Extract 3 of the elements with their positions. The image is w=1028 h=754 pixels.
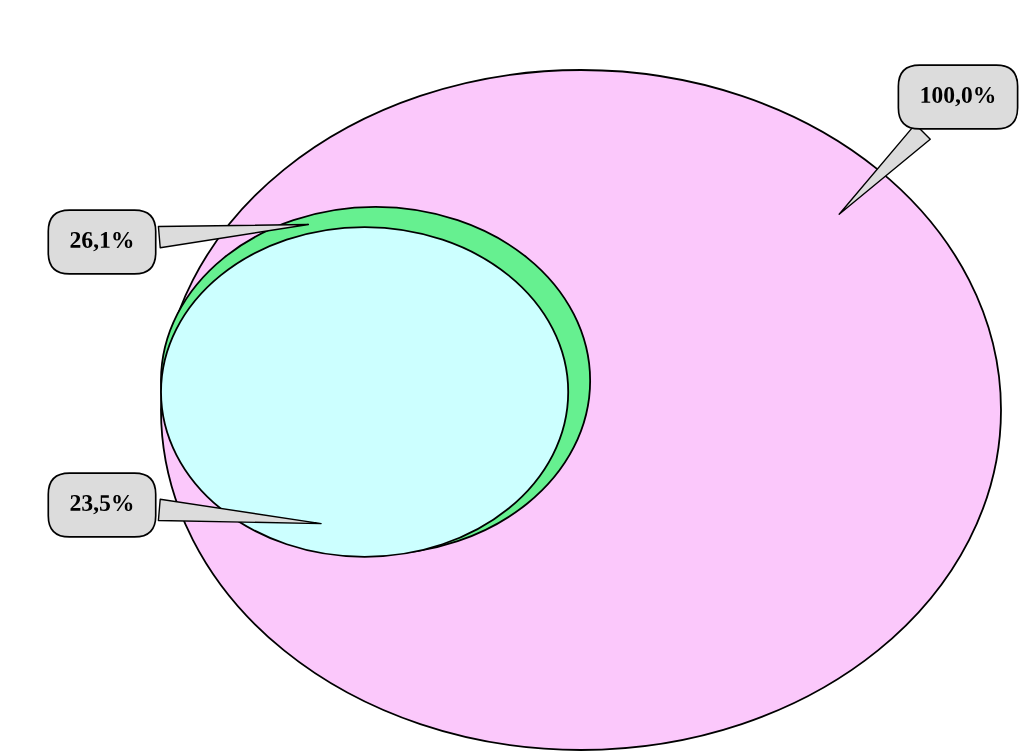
data-label: 23,5% <box>70 494 133 515</box>
data-label: 100,0% <box>921 86 995 107</box>
data-label: 26,1% <box>70 231 133 252</box>
